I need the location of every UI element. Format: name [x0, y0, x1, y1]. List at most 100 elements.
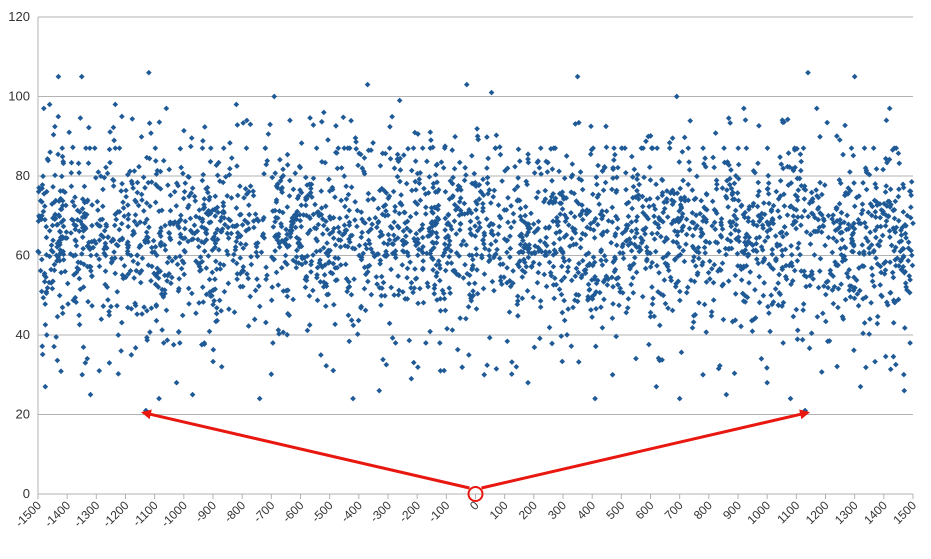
data-point — [727, 231, 734, 237]
data-point — [536, 261, 543, 267]
data-point — [77, 286, 84, 293]
data-point — [559, 206, 566, 212]
data-point — [890, 353, 897, 360]
data-point — [544, 169, 551, 175]
data-point — [199, 145, 206, 152]
data-point — [633, 226, 640, 233]
data-point — [463, 315, 469, 322]
data-point — [273, 269, 280, 276]
data-point — [904, 287, 910, 293]
data-point — [882, 353, 889, 360]
data-point — [243, 227, 249, 234]
data-point — [896, 186, 902, 193]
data-point — [213, 266, 220, 273]
data-point — [353, 146, 360, 152]
data-point — [863, 224, 869, 231]
data-point — [830, 212, 836, 219]
data-point — [633, 244, 640, 251]
data-point — [856, 265, 862, 271]
data-point — [280, 329, 287, 336]
data-point — [330, 235, 337, 241]
x-tick-label: -1300 — [71, 498, 103, 530]
data-point — [554, 222, 561, 229]
data-point — [609, 204, 616, 211]
data-point — [643, 138, 649, 145]
data-point — [180, 260, 187, 266]
data-point — [460, 238, 467, 244]
data-point — [634, 171, 641, 178]
data-point — [68, 159, 75, 166]
data-point — [790, 167, 797, 174]
data-point — [218, 363, 225, 370]
data-point — [466, 280, 472, 287]
data-point — [516, 263, 522, 270]
data-point — [758, 355, 765, 362]
data-point — [752, 286, 758, 293]
data-point — [623, 186, 629, 193]
data-point — [86, 145, 93, 152]
data-point — [669, 201, 676, 208]
data-point — [846, 267, 852, 273]
data-point — [628, 281, 635, 288]
data-point — [731, 370, 738, 377]
data-point — [559, 358, 566, 365]
data-point — [187, 143, 194, 150]
data-point — [839, 258, 846, 265]
data-point — [801, 183, 808, 189]
data-point — [564, 332, 570, 338]
data-point — [254, 276, 260, 282]
data-point — [746, 279, 752, 286]
data-point — [687, 117, 694, 124]
x-tick-label: -300 — [367, 498, 394, 525]
data-point — [334, 165, 341, 172]
data-point — [599, 208, 605, 214]
data-point — [147, 329, 153, 335]
data-point — [662, 300, 669, 307]
data-point — [907, 188, 914, 195]
y-tick-label: 60 — [16, 248, 30, 263]
data-point — [630, 260, 637, 267]
data-point — [579, 272, 585, 279]
data-point — [492, 145, 499, 152]
data-point — [343, 214, 350, 220]
data-point — [203, 185, 209, 192]
data-point — [275, 231, 282, 237]
data-point — [660, 209, 667, 216]
data-point — [558, 333, 565, 339]
data-point — [176, 285, 182, 292]
data-point — [271, 93, 278, 100]
data-point — [279, 237, 285, 244]
annotation-arrow — [141, 409, 470, 490]
data-point — [525, 156, 531, 162]
data-point — [108, 238, 115, 245]
data-point — [896, 263, 902, 269]
data-point — [603, 257, 609, 264]
data-point — [694, 173, 700, 180]
data-point — [399, 237, 406, 244]
data-point — [725, 115, 732, 122]
data-point — [720, 316, 727, 323]
data-point — [535, 189, 541, 195]
data-point — [203, 291, 210, 298]
data-point — [720, 281, 727, 288]
data-point — [268, 371, 275, 378]
data-point — [646, 203, 652, 210]
data-point — [649, 230, 655, 237]
data-point — [306, 293, 313, 299]
data-point — [365, 190, 372, 197]
x-tick-label: 1400 — [861, 498, 890, 527]
data-point — [851, 226, 858, 232]
data-point — [338, 165, 345, 171]
data-point — [860, 330, 866, 337]
data-point — [324, 240, 330, 246]
data-point — [258, 249, 265, 256]
data-point — [212, 286, 219, 292]
data-point — [842, 122, 848, 129]
data-point — [882, 223, 889, 229]
data-point — [434, 234, 441, 241]
data-point — [794, 197, 801, 203]
data-point — [451, 201, 458, 208]
data-point — [299, 253, 305, 260]
data-point — [575, 269, 582, 276]
data-point — [311, 225, 318, 231]
